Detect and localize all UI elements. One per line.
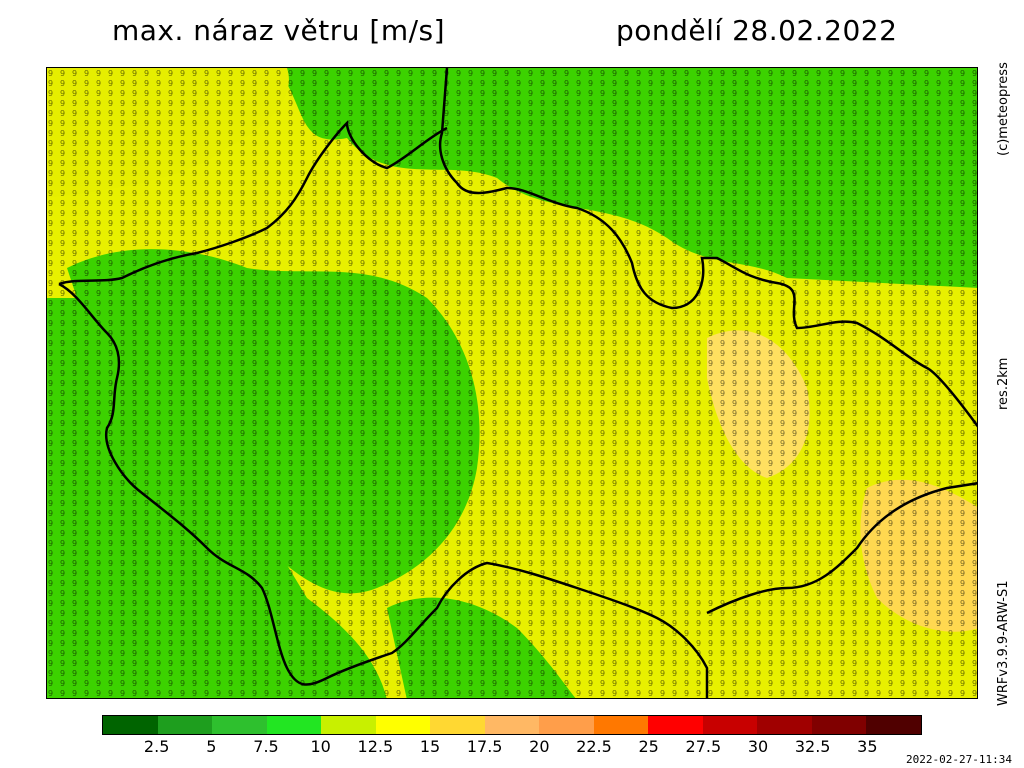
legend-tick-5: 15 <box>419 737 441 756</box>
legend-swatch-9 <box>593 716 649 734</box>
legend-swatch-4 <box>321 716 376 734</box>
legend-swatch-7 <box>484 716 540 734</box>
resolution-label: res.2km <box>996 357 1011 410</box>
legend-swatch-12 <box>757 716 812 734</box>
legend-tick-12: 32.5 <box>794 737 831 756</box>
legend-ticks: 2.5 5 7.5 10 12.5 15 17.5 20 22.5 25 27.5 30 32.5 35 <box>102 737 922 757</box>
legend-tick-2: 7.5 <box>253 737 279 756</box>
map-title: max. náraz větru [m/s] <box>112 14 446 47</box>
legend-swatch-5 <box>375 716 431 734</box>
color-legend <box>102 715 922 735</box>
legend-tick-7: 20 <box>529 737 550 756</box>
country-border <box>58 68 977 698</box>
legend-tick-11: 30 <box>747 737 769 756</box>
legend-tick-0: 2.5 <box>143 737 170 756</box>
legend-tick-4: 12.5 <box>357 737 394 756</box>
legend-tick-1: 5 <box>206 737 217 756</box>
legend-swatch-10 <box>648 716 703 734</box>
legend-tick-9: 25 <box>638 737 659 756</box>
legend-swatch-0 <box>103 716 158 734</box>
legend-swatch-2 <box>212 716 267 734</box>
model-label: WRFv3.9.9-ARW-S1 <box>996 580 1011 706</box>
map-date: pondělí 28.02.2022 <box>616 14 898 47</box>
timestamp: 2022-02-27-11:34 <box>906 753 1012 766</box>
copyright-label: (c)meteopress <box>996 62 1011 156</box>
legend-swatch-13 <box>811 716 867 734</box>
legend-swatch-1 <box>157 716 213 734</box>
map-canvas: 9 <box>47 68 977 698</box>
legend-tick-13: 35 <box>857 737 878 756</box>
legend-swatch-14 <box>866 716 921 734</box>
wind-gust-map: 9 <box>46 67 978 699</box>
legend-tick-6: 17.5 <box>466 737 503 756</box>
value-grid <box>47 68 977 698</box>
legend-tick-8: 22.5 <box>576 737 612 756</box>
legend-swatch-6 <box>430 716 485 734</box>
legend-tick-3: 10 <box>310 737 331 756</box>
legend-swatch-3 <box>266 716 322 734</box>
legend-tick-10: 27.5 <box>685 737 722 756</box>
legend-swatch-8 <box>539 716 594 734</box>
legend-swatch-11 <box>702 716 758 734</box>
